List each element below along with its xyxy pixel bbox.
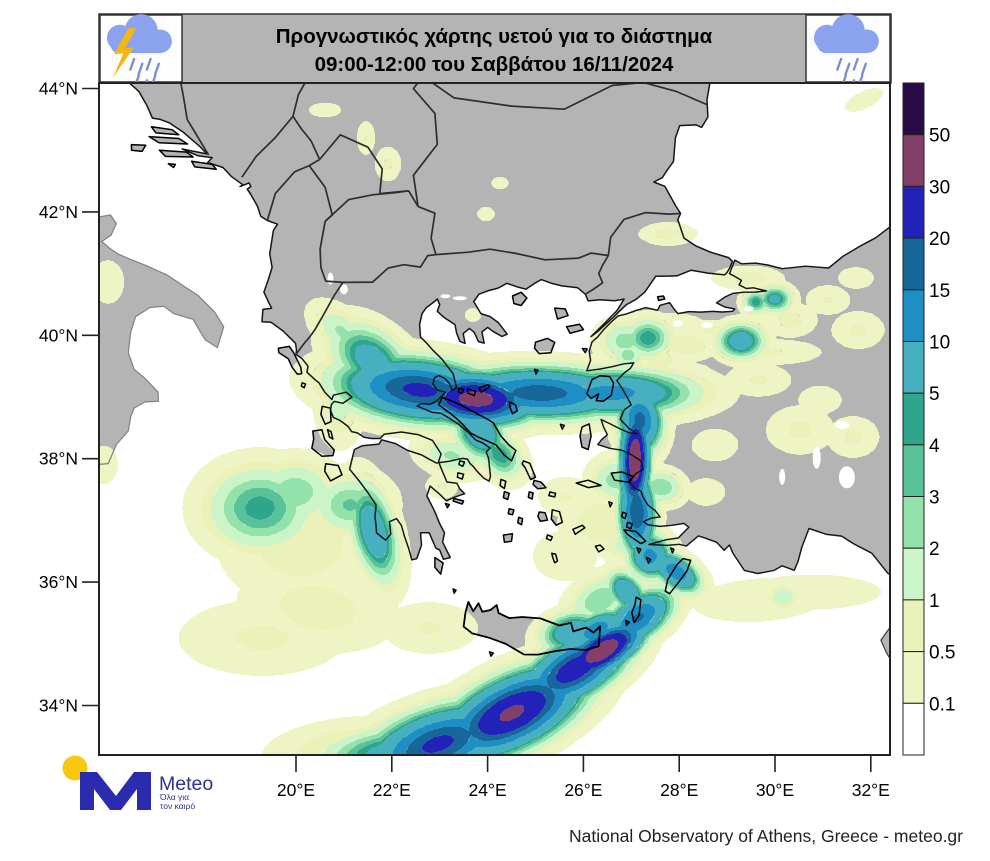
svg-text:2: 2 bbox=[929, 539, 940, 560]
svg-text:28°E: 28°E bbox=[660, 780, 698, 800]
svg-text:26°E: 26°E bbox=[564, 780, 602, 800]
svg-text:4: 4 bbox=[929, 436, 940, 457]
svg-text:Προγνωστικός χάρτης υετού για: Προγνωστικός χάρτης υετού για το διάστημ… bbox=[276, 25, 713, 48]
svg-text:36°N: 36°N bbox=[39, 572, 78, 592]
svg-text:32°E: 32°E bbox=[852, 780, 890, 800]
svg-text:09:00-12:00 του Σαββάτου 16/11: 09:00-12:00 του Σαββάτου 16/11/2024 bbox=[315, 53, 674, 76]
svg-text:5: 5 bbox=[929, 384, 940, 405]
svg-text:30: 30 bbox=[929, 177, 950, 198]
svg-text:3: 3 bbox=[929, 488, 940, 509]
svg-text:40°N: 40°N bbox=[39, 325, 78, 345]
svg-text:42°N: 42°N bbox=[39, 202, 78, 222]
svg-text:44°N: 44°N bbox=[39, 79, 78, 99]
svg-text:38°N: 38°N bbox=[39, 449, 78, 469]
svg-text:20°E: 20°E bbox=[277, 780, 315, 800]
svg-text:50: 50 bbox=[929, 126, 950, 147]
svg-text:τον καιρό: τον καιρό bbox=[160, 801, 195, 811]
svg-text:10: 10 bbox=[929, 333, 950, 354]
svg-text:0.5: 0.5 bbox=[929, 643, 955, 664]
svg-text:Όλα για: Όλα για bbox=[159, 792, 189, 802]
svg-text:24°E: 24°E bbox=[469, 780, 507, 800]
svg-text:0.1: 0.1 bbox=[929, 694, 955, 715]
svg-text:20: 20 bbox=[929, 229, 950, 250]
svg-text:34°N: 34°N bbox=[39, 696, 78, 716]
svg-text:National Observatory of Athens: National Observatory of Athens, Greece -… bbox=[569, 826, 963, 846]
svg-text:1: 1 bbox=[929, 591, 940, 612]
svg-text:Meteo: Meteo bbox=[159, 773, 213, 795]
svg-text:22°E: 22°E bbox=[373, 780, 411, 800]
svg-text:30°E: 30°E bbox=[756, 780, 794, 800]
svg-text:15: 15 bbox=[929, 281, 950, 302]
